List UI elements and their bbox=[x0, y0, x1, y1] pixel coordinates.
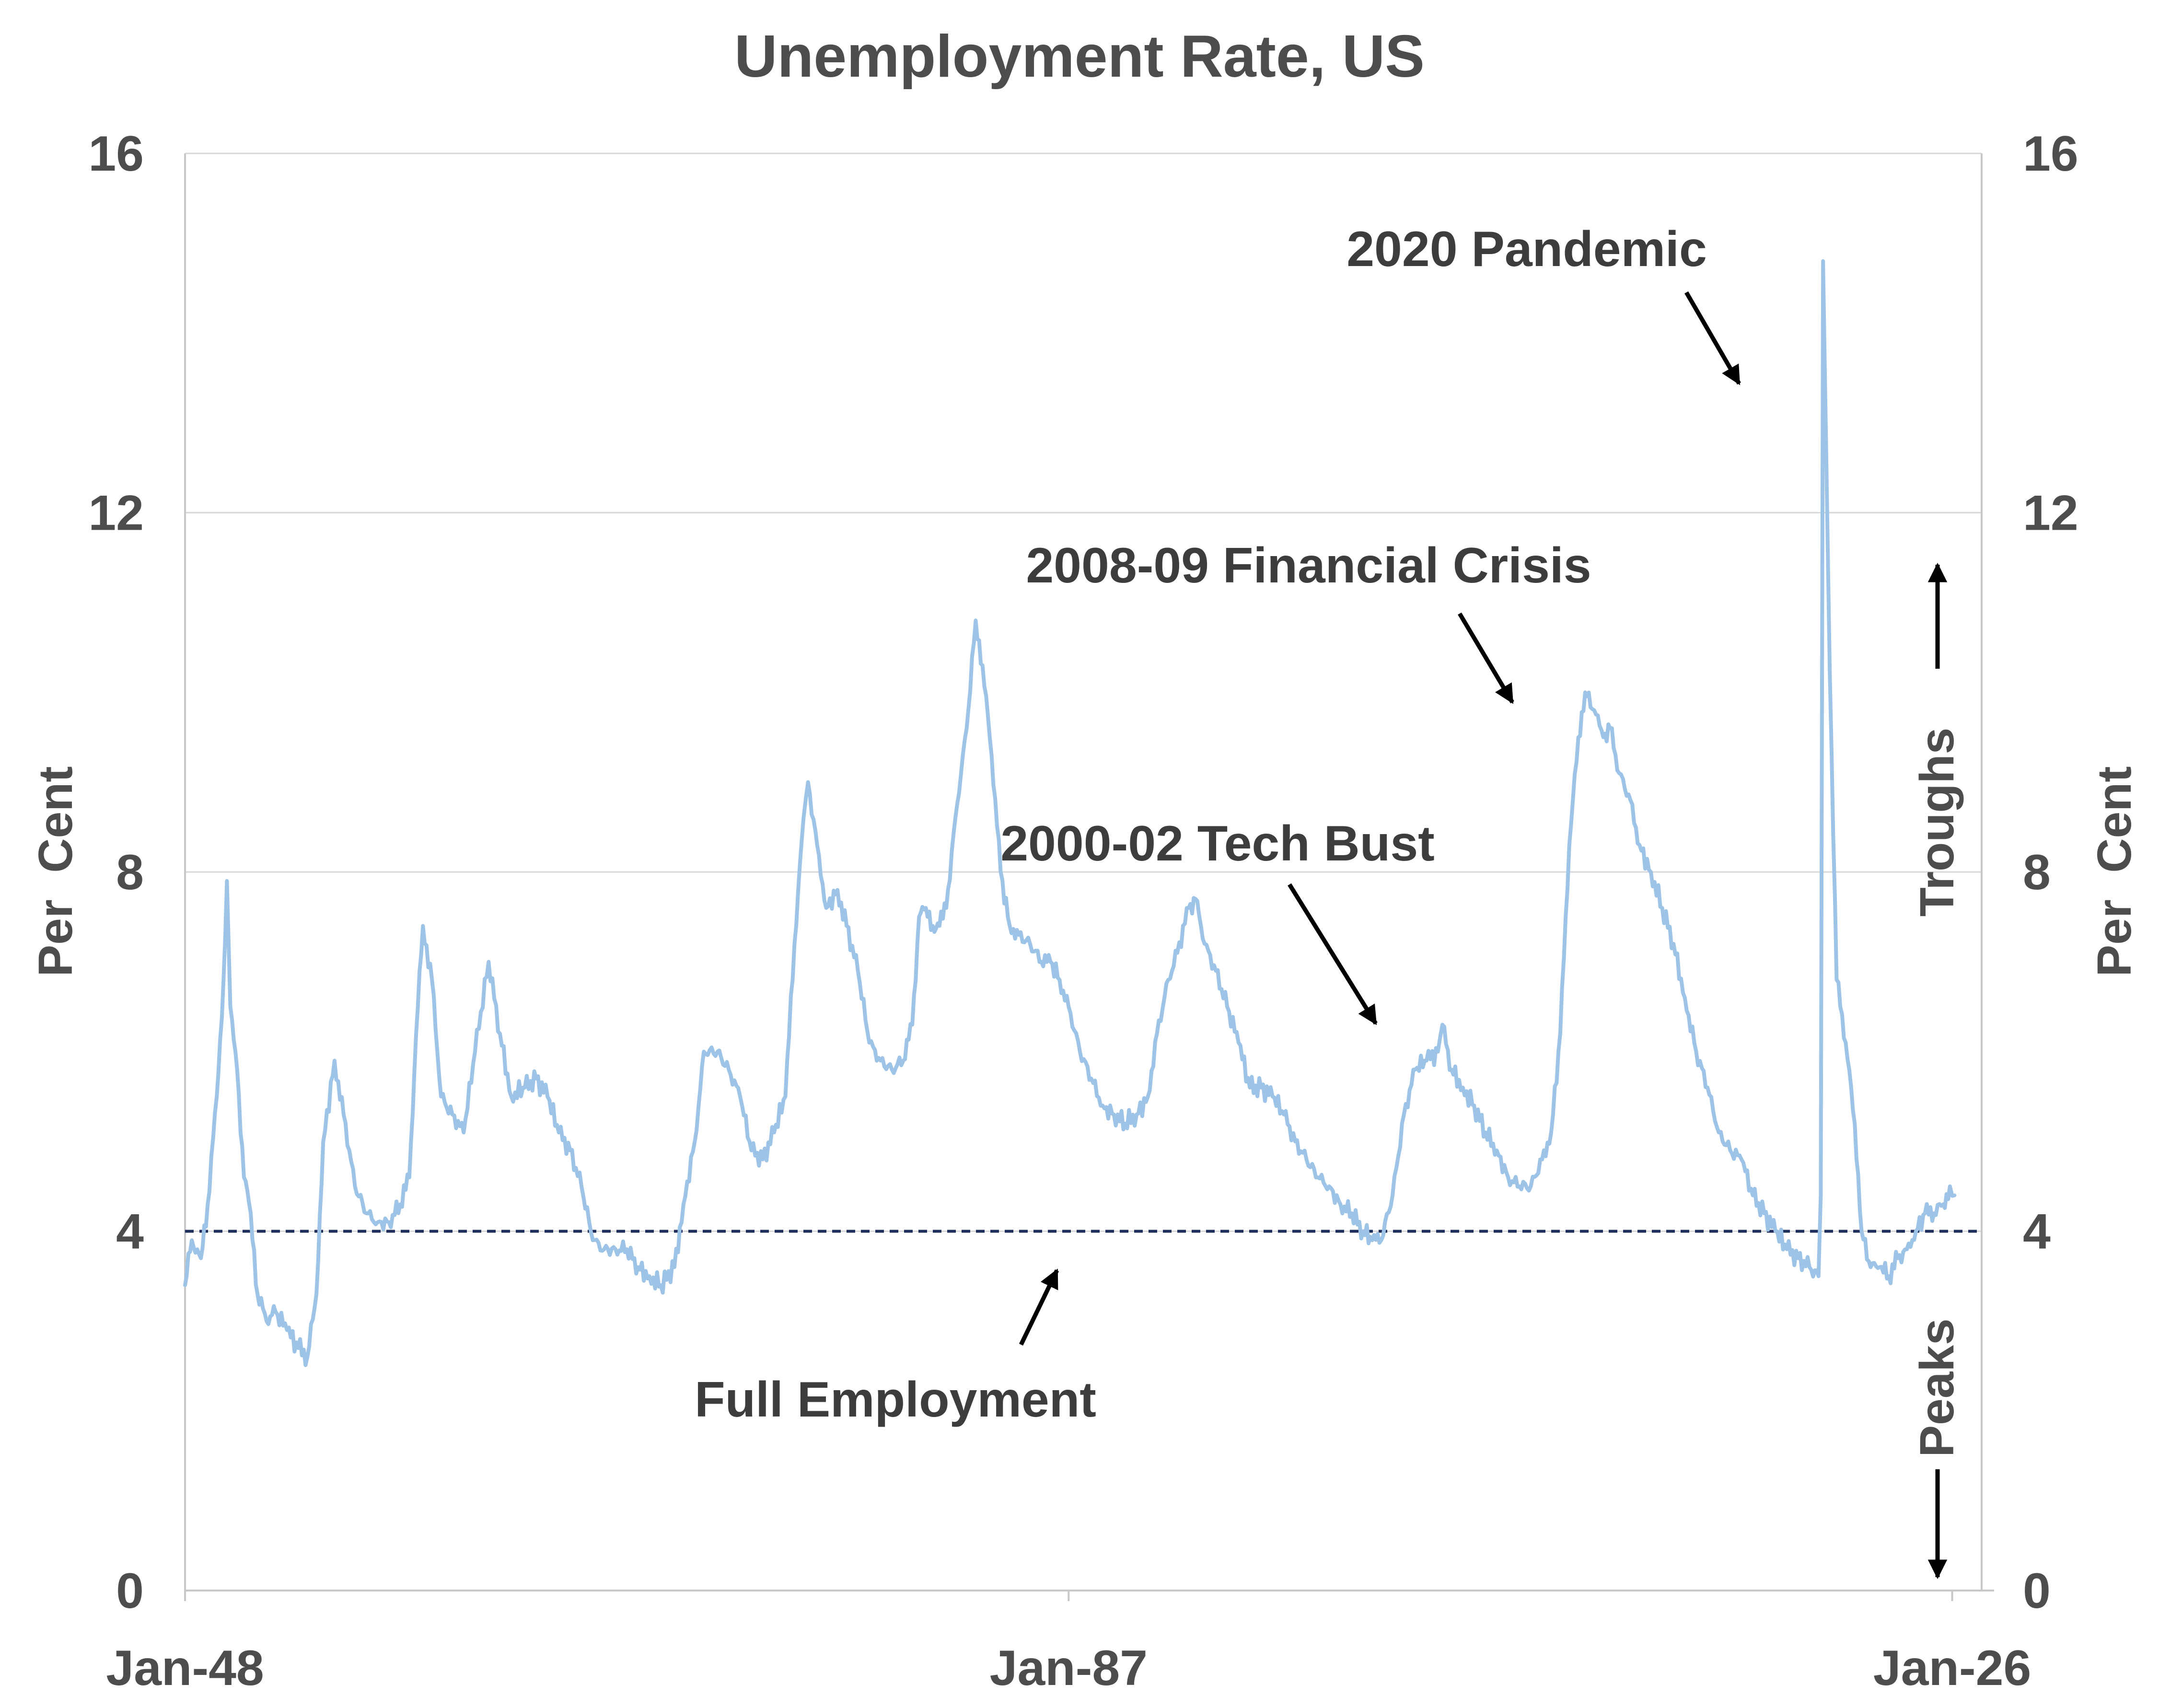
y-tick-label-right: 8 bbox=[2023, 845, 2051, 900]
pandemic-arrow bbox=[1684, 291, 1741, 385]
y-tick-label-right: 16 bbox=[2023, 126, 2078, 182]
x-tick-label: Jan-48 bbox=[106, 1640, 264, 1696]
financial-crisis-arrow bbox=[1458, 612, 1514, 704]
y-tick-label-right: 12 bbox=[2023, 486, 2078, 541]
y-tick-label-left: 4 bbox=[116, 1204, 144, 1260]
x-tick-label: Jan-26 bbox=[1873, 1640, 2031, 1696]
full-employment-label: Full Employment bbox=[695, 1372, 1096, 1428]
unemployment-rate-series-line bbox=[183, 259, 1957, 1367]
y-tick-label-right: 4 bbox=[2023, 1204, 2051, 1260]
x-tick-labels: Jan-48 Jan-87 Jan-26 bbox=[106, 1591, 2031, 1696]
y-tick-labels-left: 0 4 8 12 16 bbox=[88, 126, 144, 1619]
y-tick-labels-right: 0 4 8 12 16 bbox=[2023, 126, 2078, 1619]
y-tick-label-left: 16 bbox=[88, 126, 144, 182]
financial-crisis-label: 2008-09 Financial Crisis bbox=[1026, 538, 1591, 593]
gridlines bbox=[185, 152, 1982, 1232]
troughs-label: Troughs bbox=[1910, 728, 1964, 917]
tech-bust-label: 2000-02 Tech Bust bbox=[1000, 816, 1435, 871]
x-tick-label: Jan-87 bbox=[990, 1640, 1148, 1696]
y-tick-label-right: 0 bbox=[2023, 1563, 2051, 1619]
full-employment-arrow bbox=[1019, 1268, 1059, 1346]
pandemic-label: 2020 Pandemic bbox=[1346, 221, 1707, 277]
y-tick-label-left: 8 bbox=[116, 845, 144, 900]
y-tick-label-left: 12 bbox=[88, 486, 144, 541]
y-axis-label-left: Per Cent bbox=[29, 766, 82, 976]
y-tick-label-left: 0 bbox=[116, 1563, 144, 1619]
peaks-label: Peaks bbox=[1910, 1318, 1964, 1457]
tech-bust-arrow bbox=[1288, 883, 1378, 1025]
y-axis-label-right: Per Cent bbox=[2088, 766, 2141, 976]
chart-title: Unemployment Rate, US bbox=[734, 23, 1425, 90]
